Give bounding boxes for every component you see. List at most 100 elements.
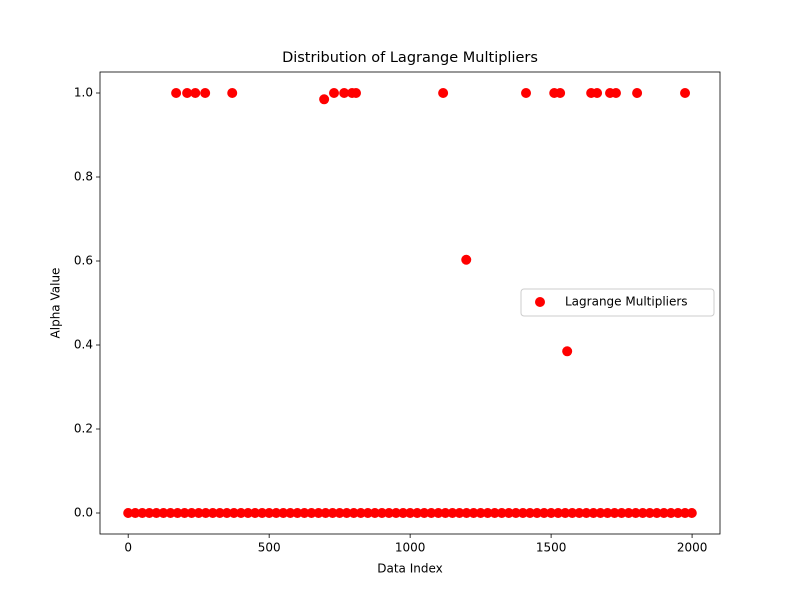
point bbox=[602, 508, 613, 518]
point bbox=[426, 508, 437, 518]
y-tick-label: 0.4 bbox=[74, 338, 93, 352]
point bbox=[299, 508, 310, 518]
point bbox=[468, 508, 479, 518]
point bbox=[257, 508, 268, 518]
point bbox=[510, 508, 521, 518]
point bbox=[672, 508, 683, 518]
point bbox=[264, 508, 275, 518]
point bbox=[630, 508, 641, 518]
point bbox=[327, 508, 338, 518]
point bbox=[158, 508, 169, 518]
chart-title: Distribution of Lagrange Multipliers bbox=[282, 50, 538, 66]
y-tick-label: 0.2 bbox=[74, 422, 93, 436]
point bbox=[351, 88, 362, 98]
point bbox=[391, 508, 402, 518]
x-tick-label: 1500 bbox=[536, 541, 567, 555]
point bbox=[532, 508, 543, 518]
point bbox=[447, 508, 458, 518]
point bbox=[313, 508, 324, 518]
point bbox=[137, 508, 148, 518]
point bbox=[623, 508, 634, 518]
y-tick-label: 0.8 bbox=[74, 170, 93, 184]
point bbox=[362, 508, 373, 518]
point bbox=[454, 508, 465, 518]
point bbox=[320, 508, 331, 518]
point bbox=[227, 88, 238, 98]
point bbox=[214, 508, 225, 518]
point bbox=[438, 88, 449, 98]
point bbox=[179, 508, 190, 518]
point bbox=[271, 508, 282, 518]
x-tick-label: 0 bbox=[124, 541, 132, 555]
point bbox=[546, 508, 557, 518]
point bbox=[412, 508, 423, 518]
point bbox=[130, 508, 141, 518]
point bbox=[221, 508, 232, 518]
point bbox=[610, 88, 621, 98]
point bbox=[433, 508, 444, 518]
point bbox=[369, 508, 380, 518]
x-tick-label: 1000 bbox=[395, 541, 426, 555]
point bbox=[151, 508, 162, 518]
point bbox=[539, 508, 550, 518]
point bbox=[243, 508, 254, 518]
point bbox=[567, 508, 578, 518]
point bbox=[200, 508, 211, 518]
point bbox=[207, 508, 218, 518]
point bbox=[521, 88, 532, 98]
point bbox=[475, 508, 486, 518]
point bbox=[680, 88, 691, 98]
y-tick-label: 1.0 bbox=[74, 86, 93, 100]
point bbox=[376, 508, 387, 518]
point bbox=[341, 508, 352, 518]
point bbox=[200, 88, 211, 98]
point bbox=[329, 88, 340, 98]
point bbox=[348, 508, 359, 518]
point bbox=[278, 508, 289, 518]
point bbox=[461, 254, 472, 265]
point bbox=[574, 508, 585, 518]
point bbox=[292, 508, 303, 518]
point bbox=[172, 508, 183, 518]
y-tick-label: 0.6 bbox=[74, 254, 93, 268]
point bbox=[553, 508, 564, 518]
point bbox=[658, 508, 669, 518]
point bbox=[461, 508, 472, 518]
point bbox=[581, 508, 592, 518]
point bbox=[595, 508, 606, 518]
point bbox=[632, 88, 643, 98]
x-axis-label: Data Index bbox=[377, 562, 443, 576]
point bbox=[517, 508, 528, 518]
point bbox=[503, 508, 514, 518]
point bbox=[562, 346, 573, 357]
point bbox=[339, 88, 350, 98]
x-tick-label: 2000 bbox=[677, 541, 708, 555]
point bbox=[440, 508, 451, 518]
point bbox=[665, 508, 676, 518]
point bbox=[285, 508, 296, 518]
point bbox=[171, 88, 182, 98]
point bbox=[651, 508, 662, 518]
point bbox=[355, 508, 366, 518]
point bbox=[482, 508, 493, 518]
point bbox=[306, 508, 317, 518]
point bbox=[398, 508, 409, 518]
point bbox=[182, 88, 193, 98]
point bbox=[228, 508, 239, 518]
point bbox=[419, 508, 430, 518]
point bbox=[524, 508, 535, 518]
point bbox=[123, 508, 134, 518]
point bbox=[616, 508, 627, 518]
point bbox=[186, 508, 197, 518]
point bbox=[637, 508, 648, 518]
point bbox=[334, 508, 345, 518]
point bbox=[560, 508, 571, 518]
point bbox=[319, 94, 330, 105]
point bbox=[592, 88, 603, 98]
point bbox=[250, 508, 261, 518]
point bbox=[235, 508, 246, 518]
point bbox=[193, 508, 204, 518]
point bbox=[609, 508, 620, 518]
point bbox=[190, 88, 201, 98]
